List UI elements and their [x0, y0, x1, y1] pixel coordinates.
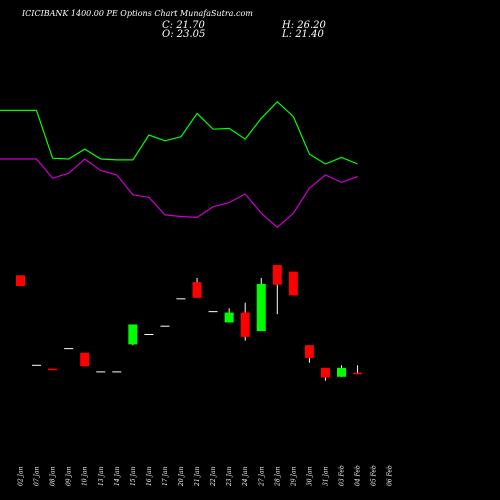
candle-body	[240, 312, 250, 337]
candle-body	[128, 324, 138, 345]
candle-body	[192, 282, 202, 298]
candle	[224, 308, 234, 323]
x-tick-label: 22 Jan	[210, 466, 217, 487]
x-tick-label: 28 Jan	[274, 466, 281, 487]
x-tick-label: 07 Jan	[34, 466, 41, 486]
x-tick-label: 05 Feb	[371, 465, 378, 486]
upper-band-line	[0, 100, 358, 165]
x-tick-label: 03 Feb	[339, 465, 346, 486]
x-tick-label: 20 Jan	[178, 466, 185, 487]
low-label: L: 21.40	[281, 29, 324, 40]
x-tick-label: 06 Feb	[387, 465, 394, 486]
candle-body	[320, 367, 330, 378]
candle-layer	[16, 264, 363, 381]
x-tick-label: 04 Feb	[355, 465, 362, 486]
candle-body	[304, 345, 314, 358]
lower-band-line	[0, 158, 358, 229]
candle	[256, 277, 266, 332]
x-tick-label: 24 Jan	[242, 466, 249, 487]
candle	[320, 367, 330, 381]
x-tick-label: 23 Jan	[226, 466, 233, 487]
x-tick-label: 02 Jan	[18, 466, 25, 486]
x-tick-label: 13 Jan	[98, 466, 105, 486]
x-axis-ticks: 02 Jan 07 Jan 08 Jan 09 Jan 10 Jan 13 Jan 14 J…	[18, 465, 394, 487]
candle	[337, 365, 346, 377]
candle	[304, 345, 314, 363]
candle	[240, 302, 250, 341]
candle	[128, 324, 138, 346]
candle-body	[224, 312, 234, 323]
x-tick-label: 10 Jan	[82, 466, 89, 486]
close-label: C: 21.70	[162, 20, 205, 31]
candle-body	[16, 275, 25, 287]
x-tick-label: 15 Jan	[130, 466, 137, 486]
high-label: H: 26.20	[281, 20, 327, 31]
x-tick-label: 16 Jan	[146, 466, 153, 486]
candle-body	[353, 372, 363, 375]
x-tick-label: 21 Jan	[194, 466, 201, 487]
x-tick-label: 27 Jan	[258, 466, 265, 487]
candle	[16, 275, 25, 287]
candle-body	[272, 264, 282, 285]
x-tick-label: 14 Jan	[114, 466, 121, 486]
candle-body	[288, 271, 298, 296]
x-tick-label: 08 Jan	[50, 466, 57, 486]
candle-body	[256, 283, 266, 332]
candle-body	[337, 367, 346, 377]
candle	[288, 271, 298, 296]
x-tick-label: 17 Jan	[162, 466, 169, 486]
candle	[80, 352, 90, 367]
open-label: O: 23.05	[162, 29, 205, 40]
candle-body	[48, 368, 58, 371]
x-tick-label: 30 Jan	[306, 466, 313, 486]
x-tick-label: 09 Jan	[66, 466, 73, 486]
band-layer	[0, 100, 358, 229]
candle	[272, 264, 282, 315]
candle	[192, 277, 202, 298]
candle	[353, 365, 363, 375]
x-tick-label: 31 Jan	[322, 466, 329, 486]
candle-body	[80, 352, 90, 367]
chart-title: ICICIBANK 1400.00 PE Options Chart Munaf…	[21, 9, 253, 18]
candle	[48, 368, 58, 371]
x-tick-label: 29 Jan	[290, 466, 297, 487]
